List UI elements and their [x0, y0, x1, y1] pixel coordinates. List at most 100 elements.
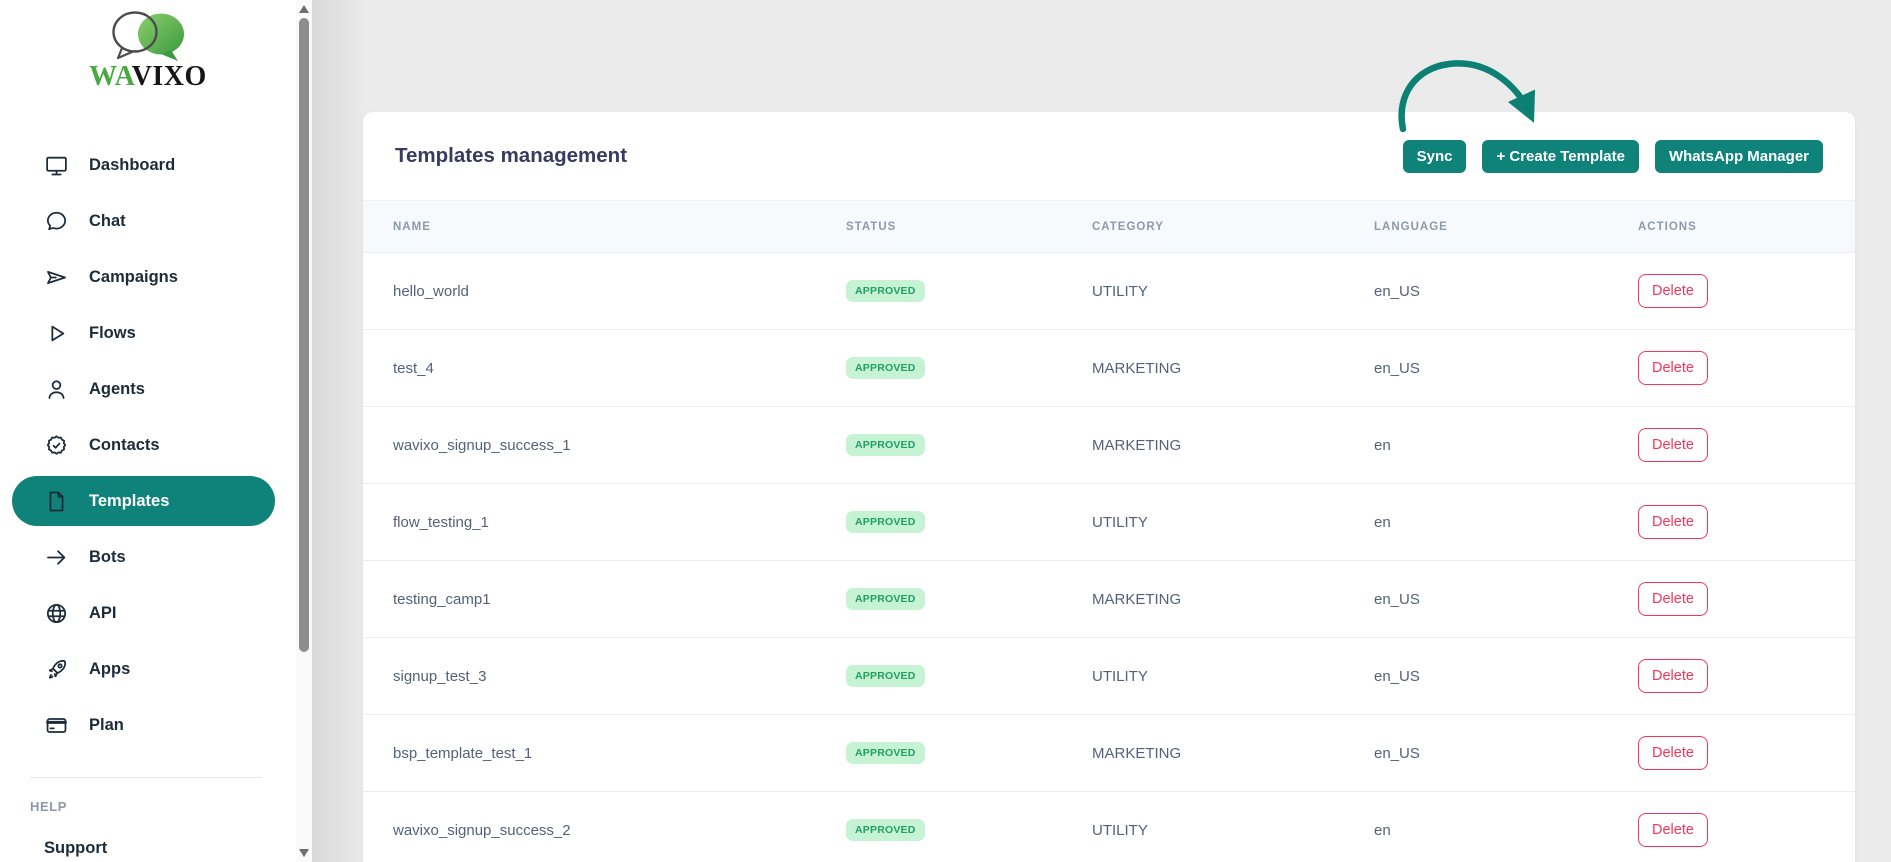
sidebar-nav: Dashboard Chat Campaigns Flows Agents	[0, 137, 296, 753]
status-badge: APPROVED	[846, 511, 925, 533]
sidebar-item-apps[interactable]: Apps	[0, 641, 296, 697]
page-title: Templates management	[395, 144, 628, 167]
delete-button[interactable]: Delete	[1638, 659, 1708, 693]
column-header-name: NAME	[363, 200, 846, 253]
sidebar-item-bots[interactable]: Bots	[0, 529, 296, 585]
template-language: en	[1374, 791, 1638, 862]
template-name: test_4	[363, 329, 846, 407]
sidebar-item-label: API	[89, 603, 117, 622]
template-language: en_US	[1374, 252, 1638, 330]
globe-icon	[44, 601, 69, 626]
sidebar-item-label: Bots	[89, 547, 126, 566]
column-header-language: LANGUAGE	[1374, 200, 1638, 253]
sidebar-item-agents[interactable]: Agents	[0, 361, 296, 417]
column-header-actions: ACTIONS	[1638, 200, 1855, 253]
send-icon	[44, 265, 69, 290]
sidebar-item-label: Campaigns	[89, 267, 178, 286]
credit-card-icon	[44, 713, 69, 738]
sidebar-item-contacts[interactable]: Contacts	[0, 417, 296, 473]
template-language: en	[1374, 406, 1638, 484]
template-name: hello_world	[363, 252, 846, 330]
status-badge: APPROVED	[846, 588, 925, 610]
template-category: MARKETING	[1092, 406, 1374, 484]
chat-bubbles-icon	[112, 11, 184, 61]
play-icon	[44, 321, 69, 346]
status-badge: APPROVED	[846, 434, 925, 456]
table-row: bsp_template_test_1 APPROVED MARKETING e…	[363, 714, 1855, 792]
monitor-icon	[44, 153, 69, 178]
scrollbar-thumb[interactable]	[299, 18, 309, 652]
table-row: flow_testing_1 APPROVED UTILITY en Delet…	[363, 483, 1855, 561]
delete-button[interactable]: Delete	[1638, 505, 1708, 539]
sidebar-item-label: Flows	[89, 323, 136, 342]
template-category: MARKETING	[1092, 560, 1374, 638]
status-badge: APPROVED	[846, 280, 925, 302]
sidebar-item-plan[interactable]: Plan	[0, 697, 296, 753]
template-language: en_US	[1374, 714, 1638, 792]
template-name: flow_testing_1	[363, 483, 846, 561]
delete-button[interactable]: Delete	[1638, 736, 1708, 770]
table-header-row: NAME STATUS CATEGORY LANGUAGE ACTIONS	[363, 200, 1855, 253]
sync-button[interactable]: Sync	[1402, 139, 1467, 173]
create-template-button[interactable]: + Create Template	[1482, 139, 1639, 173]
delete-button[interactable]: Delete	[1638, 813, 1708, 847]
template-category: UTILITY	[1092, 483, 1374, 561]
template-category: UTILITY	[1092, 252, 1374, 330]
delete-button[interactable]: Delete	[1638, 274, 1708, 308]
template-language: en_US	[1374, 560, 1638, 638]
template-name: wavixo_signup_success_2	[363, 791, 846, 862]
brand-wordmark-dark: VIXO	[131, 61, 207, 92]
sidebar-item-templates[interactable]: Templates	[0, 473, 296, 529]
delete-button[interactable]: Delete	[1638, 428, 1708, 462]
rocket-icon	[44, 657, 69, 682]
template-name: testing_camp1	[363, 560, 846, 638]
template-category: UTILITY	[1092, 637, 1374, 715]
sidebar-item-label: Chat	[89, 211, 126, 230]
template-name: bsp_template_test_1	[363, 714, 846, 792]
sidebar-item-support[interactable]: Support	[44, 839, 108, 857]
status-badge: APPROVED	[846, 742, 925, 764]
card-header: Templates management Sync + Create Templ…	[363, 112, 1855, 200]
delete-button[interactable]: Delete	[1638, 582, 1708, 616]
sidebar-item-api[interactable]: API	[0, 585, 296, 641]
table-row: testing_camp1 APPROVED MARKETING en_US D…	[363, 560, 1855, 638]
table-row: hello_world APPROVED UTILITY en_US Delet…	[363, 252, 1855, 330]
arrow-right-icon	[44, 545, 69, 570]
main-content: Templates management Sync + Create Templ…	[312, 0, 1891, 862]
template-name: wavixo_signup_success_1	[363, 406, 846, 484]
user-icon	[44, 377, 69, 402]
sidebar-item-label: Dashboard	[89, 155, 176, 174]
table-row: test_4 APPROVED MARKETING en_US Delete	[363, 329, 1855, 407]
sidebar-item-label: Plan	[89, 715, 124, 734]
template-category: MARKETING	[1092, 329, 1374, 407]
wavixo-logo: WAVIXO	[0, 8, 296, 91]
brand-wordmark-green: WA	[89, 61, 132, 92]
sidebar-item-campaigns[interactable]: Campaigns	[0, 249, 296, 305]
templates-table: NAME STATUS CATEGORY LANGUAGE ACTIONS he…	[363, 200, 1855, 862]
sidebar-item-flows[interactable]: Flows	[0, 305, 296, 361]
column-header-category: CATEGORY	[1092, 200, 1374, 253]
sidebar-item-label: Contacts	[89, 435, 160, 454]
template-language: en_US	[1374, 637, 1638, 715]
header-actions: Sync + Create Template WhatsApp Manager	[1402, 139, 1823, 173]
templates-card: Templates management Sync + Create Templ…	[363, 112, 1855, 862]
vertical-scrollbar[interactable]	[296, 0, 312, 862]
sidebar-item-label: Templates	[89, 491, 170, 510]
sidebar-item-chat[interactable]: Chat	[0, 193, 296, 249]
template-category: MARKETING	[1092, 714, 1374, 792]
scrollbar-up-arrow-icon[interactable]	[299, 5, 309, 13]
chat-bubble-icon	[44, 209, 69, 234]
column-header-status: STATUS	[846, 200, 1092, 253]
file-icon	[44, 489, 69, 514]
whatsapp-manager-button[interactable]: WhatsApp Manager	[1654, 139, 1823, 173]
sidebar-item-dashboard[interactable]: Dashboard	[0, 137, 296, 193]
table-row: wavixo_signup_success_2 APPROVED UTILITY…	[363, 791, 1855, 862]
status-badge: APPROVED	[846, 357, 925, 379]
scrollbar-down-arrow-icon[interactable]	[299, 849, 309, 857]
delete-button[interactable]: Delete	[1638, 351, 1708, 385]
brand-wordmark: WAVIXO	[0, 63, 296, 91]
help-section-heading: HELP	[30, 799, 68, 814]
status-badge: APPROVED	[846, 819, 925, 841]
badge-check-icon	[44, 433, 69, 458]
sidebar: WAVIXO Dashboard Chat Campaigns Flows	[0, 0, 296, 862]
